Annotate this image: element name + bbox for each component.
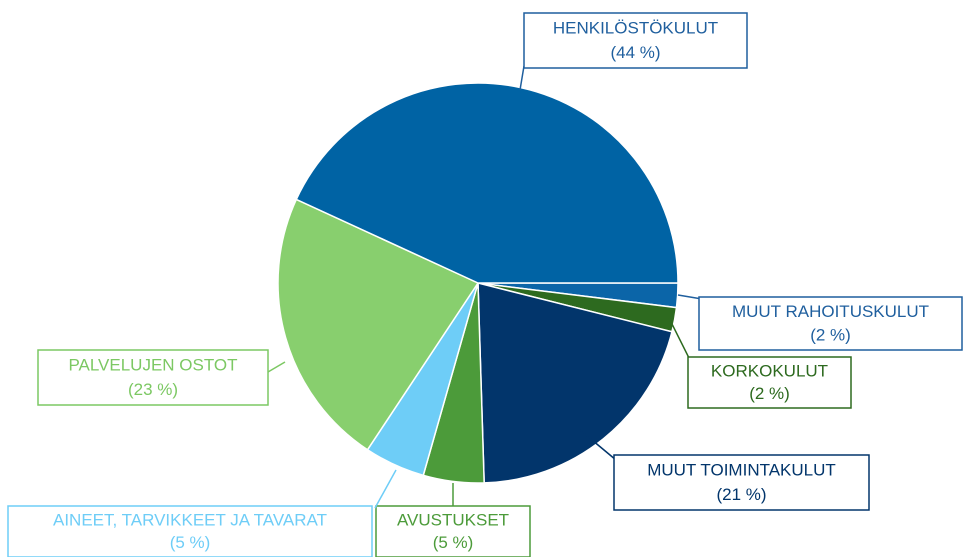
leader-line [519, 65, 525, 91]
leader-line [677, 294, 703, 300]
slice-label: AVUSTUKSET [397, 510, 509, 529]
slice-value-label: (2 %) [749, 384, 790, 403]
slice-label: KORKOKULUT [711, 361, 828, 380]
slice-value-label: (2 %) [810, 326, 851, 345]
label-box [523, 12, 748, 69]
slice-value-label: (44 %) [610, 43, 660, 62]
slice-label: MUUT RAHOITUSKULUT [732, 302, 929, 321]
label-box [37, 349, 269, 406]
slice-value-label: (23 %) [128, 380, 178, 399]
slice-value-label: (21 %) [716, 485, 766, 504]
slice-value-label: (5 %) [433, 533, 474, 552]
label-box [687, 356, 852, 409]
pie-slice [477, 282, 673, 484]
leader-line [374, 469, 397, 509]
leader-line [267, 361, 286, 373]
slice-label: PALVELUJEN OSTOT [68, 355, 237, 374]
leader-line [579, 429, 617, 461]
slice-value-label: (5 %) [170, 533, 211, 552]
leader-line [668, 317, 691, 361]
label-box [613, 454, 870, 511]
pie-slice [277, 198, 480, 451]
slice-label: AINEET, TARVIKKEET JA TAVARAT [53, 510, 327, 529]
slice-label: HENKILÖSTÖKULUT [553, 18, 718, 37]
label-box [7, 505, 373, 557]
slice-label: MUUT TOIMINTAKULUT [647, 460, 836, 479]
label-box [375, 505, 531, 557]
label-box [698, 296, 963, 351]
